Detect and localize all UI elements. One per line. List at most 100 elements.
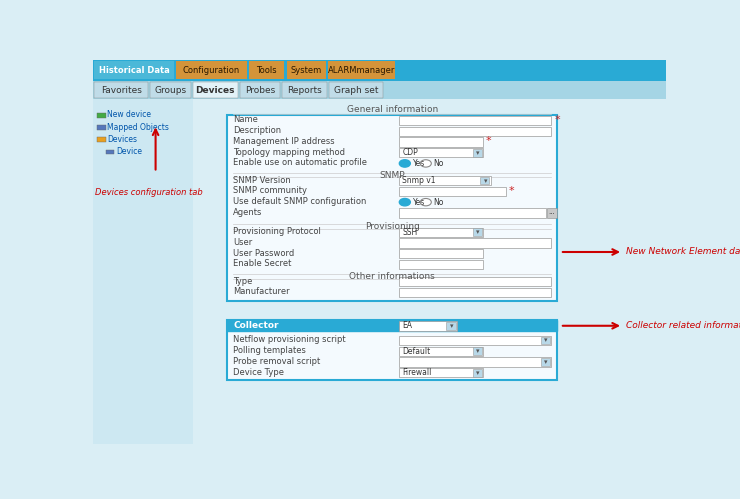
Bar (400, 176, 491, 185)
Bar (227, 320, 557, 331)
Text: ▾: ▾ (484, 178, 487, 184)
Text: ▾: ▾ (545, 359, 548, 365)
Text: Firewall: Firewall (403, 368, 431, 377)
Text: Manufacturer: Manufacturer (233, 287, 289, 296)
Text: New Network Element data entry: New Network Element data entry (626, 248, 740, 256)
Bar (286, 61, 326, 79)
Text: Use default SNMP configuration: Use default SNMP configuration (233, 197, 366, 206)
Bar (249, 61, 284, 79)
Text: Default: Default (403, 347, 431, 356)
Text: *: * (485, 136, 491, 146)
Text: SNMP: SNMP (380, 171, 405, 180)
Bar (541, 337, 550, 344)
Bar (400, 368, 483, 377)
Text: Collector: Collector (233, 321, 278, 330)
Circle shape (400, 160, 411, 167)
Text: ...: ... (548, 210, 555, 216)
Bar (400, 127, 551, 136)
Text: Device: Device (116, 147, 142, 156)
Text: User: User (233, 238, 252, 247)
Text: Provisioning: Provisioning (365, 223, 420, 232)
Bar (283, 82, 327, 97)
Text: ▾: ▾ (476, 229, 480, 236)
Bar (92, 81, 666, 99)
Bar (400, 321, 457, 330)
Text: Reports: Reports (287, 86, 322, 95)
Bar (176, 61, 247, 79)
Circle shape (420, 160, 431, 167)
Bar (400, 187, 505, 196)
Text: ▾: ▾ (476, 150, 480, 156)
Text: Topology mapping method: Topology mapping method (233, 148, 345, 157)
Bar (227, 320, 557, 380)
Text: General information: General information (346, 105, 438, 114)
Bar (400, 336, 551, 345)
Bar (94, 61, 174, 79)
Text: Tools: Tools (257, 66, 277, 75)
Bar (227, 115, 557, 301)
Text: ▾: ▾ (450, 323, 454, 329)
Text: Enable use on automatic profile: Enable use on automatic profile (233, 158, 367, 167)
Bar (400, 260, 483, 269)
Text: Polling templates: Polling templates (233, 346, 306, 355)
Text: Type: Type (233, 277, 252, 286)
Bar (97, 138, 106, 142)
Text: ▾: ▾ (476, 370, 480, 376)
Text: SNMP community: SNMP community (233, 186, 307, 195)
Text: Groups: Groups (155, 86, 186, 95)
Text: Yes: Yes (413, 198, 425, 207)
Bar (193, 82, 238, 97)
Bar (400, 288, 551, 297)
Bar (240, 82, 280, 97)
Text: Collector related information: Collector related information (626, 321, 740, 330)
Bar (97, 113, 106, 118)
Bar (400, 347, 483, 356)
Bar (400, 239, 551, 248)
Bar (400, 116, 551, 125)
Text: Configuration: Configuration (183, 66, 240, 75)
Bar (400, 148, 483, 157)
Bar (400, 137, 483, 147)
Circle shape (420, 199, 431, 206)
Text: Historical Data: Historical Data (98, 66, 169, 75)
Text: Agents: Agents (233, 208, 263, 217)
Text: ALARMmanager: ALARMmanager (328, 66, 395, 75)
Text: Yes: Yes (413, 159, 425, 168)
Bar (400, 208, 545, 218)
Bar (400, 277, 551, 286)
Bar (541, 358, 550, 366)
Bar (473, 369, 482, 377)
Text: ▾: ▾ (545, 337, 548, 343)
Text: EA: EA (403, 321, 412, 330)
Text: System: System (291, 66, 322, 75)
Bar (329, 82, 383, 97)
Bar (400, 249, 483, 258)
Bar (329, 61, 394, 79)
Text: New device: New device (107, 110, 152, 119)
Text: Management IP address: Management IP address (233, 137, 334, 146)
Text: Probes: Probes (245, 86, 275, 95)
Bar (92, 99, 193, 444)
Text: Netflow provisioning script: Netflow provisioning script (233, 335, 346, 344)
Bar (400, 357, 551, 367)
Text: Provisioning Protocol: Provisioning Protocol (233, 227, 321, 236)
Text: Probe removal script: Probe removal script (233, 357, 320, 366)
Text: Mapped Objects: Mapped Objects (107, 123, 169, 132)
Bar (97, 125, 106, 130)
Text: *: * (554, 115, 559, 125)
Bar (400, 228, 483, 237)
Text: No: No (434, 198, 444, 207)
Bar (473, 229, 482, 236)
Bar (94, 82, 148, 97)
Bar (473, 347, 482, 355)
Circle shape (400, 199, 411, 206)
Text: Enable Secret: Enable Secret (233, 259, 292, 268)
Text: Description: Description (233, 126, 281, 135)
Text: Name: Name (233, 115, 258, 124)
Text: Devices: Devices (107, 135, 138, 144)
Bar (547, 208, 557, 218)
Text: CDP: CDP (403, 148, 418, 157)
Text: Favorites: Favorites (101, 86, 141, 95)
Bar (446, 322, 456, 330)
Bar (473, 149, 482, 157)
